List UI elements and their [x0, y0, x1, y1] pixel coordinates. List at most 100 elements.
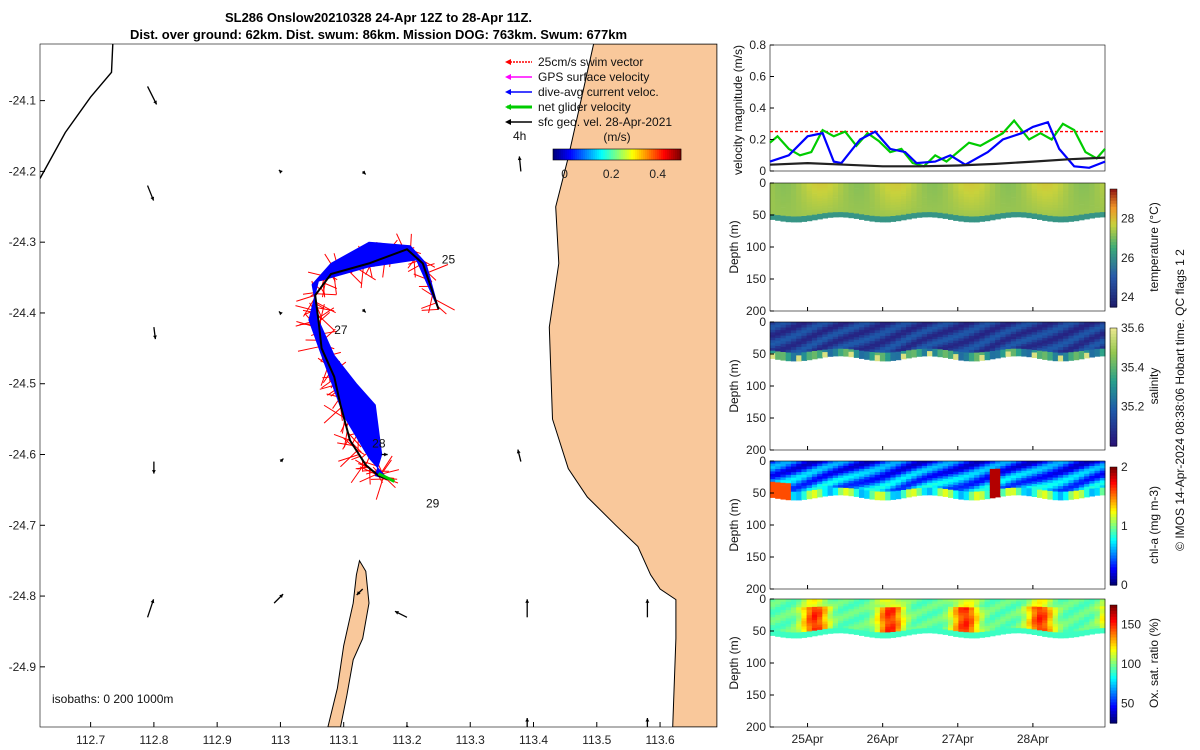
- section-cell: [901, 633, 907, 636]
- section-cell: [890, 341, 896, 344]
- section-cell: [854, 353, 860, 356]
- section-cell: [870, 607, 876, 610]
- section-cell: [817, 355, 823, 358]
- section-cell: [843, 337, 849, 340]
- section-cell: [953, 490, 959, 493]
- section-cell: [786, 202, 792, 205]
- section-cell: [1053, 339, 1059, 342]
- section-cell: [958, 189, 964, 192]
- section-cell: [969, 214, 975, 217]
- section-cell: [958, 208, 964, 211]
- section-cell: [796, 339, 802, 342]
- section-cell: [1089, 347, 1095, 350]
- section-cell: [1068, 358, 1074, 361]
- section-cell: [849, 476, 855, 479]
- section-cell: [958, 202, 964, 205]
- section-cell: [870, 602, 876, 605]
- section-cell: [849, 213, 855, 216]
- section-cell: [1027, 466, 1033, 469]
- section-cell: [1037, 599, 1043, 602]
- section-cell: [1089, 484, 1095, 487]
- section-cell: [1063, 336, 1069, 339]
- section-cell: [901, 610, 907, 613]
- section-cell: [833, 341, 839, 344]
- section-cell: [990, 186, 996, 189]
- section-cell: [906, 494, 912, 497]
- section-cell: [964, 216, 970, 219]
- section-cell: [896, 330, 902, 333]
- section-cell: [838, 329, 844, 332]
- section-cell: [896, 623, 902, 626]
- chl-a-section: 050100150200Depth (m)012chl-a (mg m-3): [727, 454, 1161, 596]
- section-cell: [943, 489, 949, 492]
- section-cell: [875, 189, 881, 192]
- section-cell: [796, 350, 802, 353]
- section-cell: [974, 194, 980, 197]
- section-cell: [828, 478, 834, 481]
- section-cell: [974, 211, 980, 214]
- section-cell: [964, 350, 970, 353]
- section-cell: [1021, 337, 1027, 340]
- section-cell: [875, 341, 881, 344]
- section-cell: [870, 497, 876, 500]
- section-cell: [1058, 339, 1064, 342]
- section-cell: [812, 327, 818, 330]
- section-cell: [864, 341, 870, 344]
- section-cell: [1042, 183, 1048, 186]
- section-cell: [964, 358, 970, 361]
- section-cell: [995, 469, 1001, 472]
- colorbar-cell: [563, 149, 565, 160]
- section-cell: [1089, 489, 1095, 492]
- section-cell: [781, 349, 787, 352]
- section-cell: [1016, 478, 1022, 481]
- section-cell: [932, 488, 938, 491]
- section-cell: [875, 200, 881, 203]
- section-cell: [807, 469, 813, 472]
- section-cell: [812, 346, 818, 349]
- section-cell: [1047, 205, 1053, 208]
- section-cell: [953, 599, 959, 602]
- section-cell: [1016, 604, 1022, 607]
- section-cell: [979, 186, 985, 189]
- section-cell: [1032, 345, 1038, 348]
- section-cell: [875, 605, 881, 608]
- section-cell: [817, 622, 823, 625]
- section-cell: [953, 472, 959, 475]
- colorbar-label: chl-a (mg m-3): [1147, 486, 1161, 564]
- section-cell: [796, 330, 802, 333]
- section-cell: [1079, 186, 1085, 189]
- section-cell: [1063, 208, 1069, 211]
- section-cell: [1000, 481, 1006, 484]
- section-cell: [948, 609, 954, 612]
- section-cell: [938, 186, 944, 189]
- section-cell: [890, 336, 896, 339]
- section-cell: [953, 607, 959, 610]
- section-cell: [1074, 210, 1080, 213]
- section-cell: [1042, 618, 1048, 621]
- section-cell: [896, 207, 902, 210]
- section-cell: [932, 195, 938, 198]
- section-cell: [1000, 614, 1006, 617]
- section-cell: [948, 325, 954, 328]
- section-cell: [781, 191, 787, 194]
- section-cell: [958, 216, 964, 219]
- section-cell: [791, 467, 797, 470]
- section-cell: [917, 190, 923, 193]
- section-cell: [880, 200, 886, 203]
- section-cell: [849, 464, 855, 467]
- section-cell: [974, 624, 980, 627]
- section-cell: [901, 620, 907, 623]
- section-cell: [1000, 479, 1006, 482]
- section-cell: [985, 186, 991, 189]
- section-cell: [1021, 463, 1027, 466]
- section-cell: [1100, 183, 1106, 186]
- section-cell: [791, 200, 797, 203]
- section-cell: [781, 629, 787, 632]
- section-cell: [974, 469, 980, 472]
- track-map: 25272829isobaths: 0 200 1000m112.7 112.8 1…: [9, 44, 717, 747]
- section-cell: [896, 322, 902, 325]
- section-cell: [1089, 622, 1095, 625]
- section-cell: [1068, 200, 1074, 203]
- section-cell: [875, 333, 881, 336]
- section-cell: [943, 492, 949, 495]
